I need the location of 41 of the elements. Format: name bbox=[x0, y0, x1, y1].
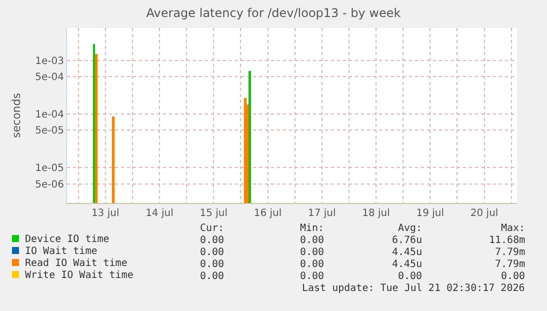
legend-label: IO Wait time bbox=[25, 246, 98, 257]
text: 4.45u bbox=[392, 247, 422, 258]
text: 11.68m bbox=[489, 235, 526, 246]
text: 7.79m bbox=[495, 247, 526, 258]
text: Avg: bbox=[398, 223, 422, 234]
x-tick-label: 19 jul bbox=[416, 208, 444, 219]
text: 0.00 bbox=[200, 271, 224, 282]
chart-title: Average latency for /dev/loop13 - by week bbox=[146, 6, 401, 20]
text: Max: bbox=[501, 223, 526, 234]
legend-label: Read IO Wait time bbox=[25, 258, 128, 269]
text: 0.00 bbox=[200, 235, 224, 246]
y-tick-label: 5e-05 bbox=[35, 126, 64, 137]
text: 0.00 bbox=[501, 271, 526, 282]
text: 4.45u bbox=[392, 259, 422, 270]
x-tick-label: 17 jul bbox=[308, 208, 336, 219]
text: Min: bbox=[300, 223, 324, 234]
text: 0.00 bbox=[300, 247, 324, 258]
legend-label: Device IO time bbox=[25, 234, 110, 245]
text: Cur: bbox=[200, 223, 224, 234]
text: 0.00 bbox=[200, 259, 224, 270]
x-tick-label: 13 jul bbox=[91, 208, 120, 219]
x-tick-label: 14 jul bbox=[146, 208, 174, 219]
x-tick-label: 16 jul bbox=[254, 208, 282, 219]
text: Last update: Tue Jul 21 02:30:17 2026 bbox=[302, 283, 525, 294]
y-tick-label: 5e-06 bbox=[35, 179, 64, 190]
text: 0.00 bbox=[300, 235, 324, 246]
text: 0.00 bbox=[300, 259, 324, 270]
y-tick-label: 1e-03 bbox=[35, 56, 64, 67]
x-tick-label: 15 jul bbox=[200, 208, 228, 219]
y-axis-title: seconds bbox=[10, 92, 23, 138]
text: 0.00 bbox=[398, 271, 422, 282]
legend-label: Write IO Wait time bbox=[25, 270, 134, 281]
text: 6.76u bbox=[392, 235, 422, 246]
text: 0.00 bbox=[300, 271, 324, 282]
text: 0.00 bbox=[200, 247, 224, 258]
x-tick-label: 18 jul bbox=[362, 208, 390, 219]
y-tick-label: 5e-04 bbox=[35, 72, 64, 83]
y-tick-label: 1e-04 bbox=[35, 110, 64, 121]
x-tick-label: 20 jul bbox=[470, 208, 498, 219]
text: 7.79m bbox=[495, 259, 526, 270]
y-tick-label: 1e-05 bbox=[35, 163, 64, 174]
